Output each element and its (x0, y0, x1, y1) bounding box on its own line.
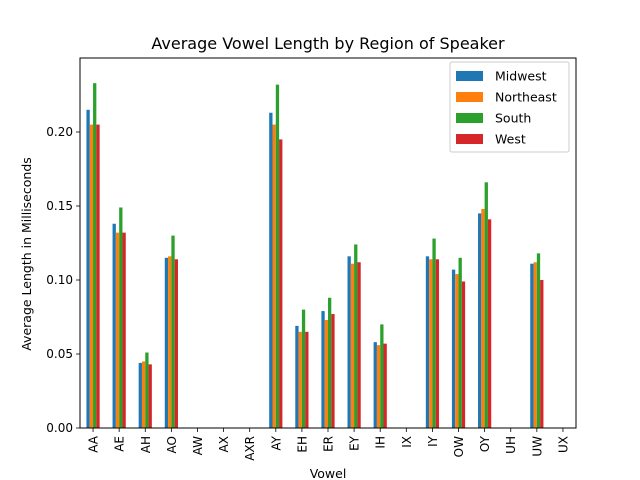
bar-west-ao (174, 259, 178, 428)
x-tick-label: AO (165, 436, 179, 453)
bar-northeast-er (324, 319, 328, 428)
bar-west-uw (540, 280, 544, 428)
bars-group (86, 83, 544, 429)
legend-label-northeast: Northeast (495, 90, 557, 105)
x-tick-label: UH (504, 436, 518, 454)
y-tick-label: 0.20 (46, 125, 73, 139)
x-tick-label: AH (139, 436, 153, 453)
bar-midwest-ih (373, 342, 377, 428)
bar-south-ao (171, 235, 175, 428)
bar-northeast-eh (298, 331, 302, 428)
x-tick-label: AY (269, 435, 283, 450)
bar-west-eh (305, 331, 309, 428)
x-tick-label: IH (374, 436, 388, 449)
bar-midwest-er (321, 311, 325, 428)
bar-northeast-ey (350, 263, 355, 428)
x-tick-label: OW (452, 436, 466, 457)
bar-northeast-aa (89, 124, 94, 428)
bar-south-ah (145, 352, 149, 428)
x-tick-label: EY (348, 435, 362, 451)
x-ticks-group: AA AE AH AO AW AX AXR AY EH ER EY IH IX IY OW OY UH UW UX (87, 428, 570, 461)
legend-label-midwest: Midwest (495, 69, 547, 84)
bar-west-er (331, 314, 335, 428)
y-tick-label: 0.00 (46, 421, 73, 435)
x-tick-label: IY (426, 435, 440, 447)
bar-south-oy (484, 182, 488, 428)
bar-south-ih (380, 324, 384, 428)
bar-midwest-ae (112, 223, 116, 428)
x-tick-label: ER (322, 436, 336, 452)
x-tick-label: AW (191, 436, 205, 456)
bar-west-iy (435, 259, 440, 428)
bar-west-oy (487, 219, 492, 428)
x-axis-label: Vowel (310, 466, 347, 480)
plot-frame (79, 57, 577, 429)
x-tick-label: UW (530, 436, 544, 457)
bar-midwest-ey (347, 256, 351, 428)
x-tick-label: OY (478, 435, 492, 452)
bar-west-ay (279, 139, 283, 428)
y-ticks-group: 0.00 0.05 0.10 0.15 0.20 (46, 125, 80, 435)
bar-northeast-ao (168, 256, 172, 428)
bar-northeast-ow (455, 274, 459, 428)
bar-midwest-aa (86, 109, 90, 429)
bar-south-uw (536, 253, 541, 428)
bar-midwest-ow (451, 269, 456, 428)
bar-northeast-ae (115, 232, 120, 428)
bar-northeast-iy (429, 259, 433, 428)
bar-midwest-ao (164, 257, 169, 428)
legend-swatch-west (456, 134, 483, 144)
bar-midwest-ah (138, 362, 142, 428)
x-tick-label: AA (87, 435, 101, 453)
legend: Midwest Northeast South West (449, 61, 570, 153)
bar-midwest-oy (478, 213, 482, 428)
chart-title: Average Vowel Length by Region of Speake… (151, 34, 505, 53)
bar-midwest-eh (295, 325, 299, 428)
legend-box (449, 61, 570, 153)
y-tick-label: 0.15 (46, 199, 73, 213)
legend-swatch-northeast (456, 92, 483, 102)
bar-northeast-ay (272, 124, 276, 428)
x-tick-label: AXR (243, 436, 257, 461)
bar-south-ae (119, 207, 123, 428)
bar-midwest-uw (530, 263, 534, 428)
bar-west-ow (461, 281, 466, 428)
x-tick-label: EH (295, 436, 309, 453)
bar-south-ow (458, 257, 462, 428)
bar-northeast-ah (141, 361, 146, 428)
bar-west-ih (383, 343, 387, 428)
bar-south-eh (301, 309, 306, 428)
bar-south-ay (275, 84, 280, 428)
x-tick-label: UX (556, 436, 570, 453)
bar-west-ey (357, 262, 361, 428)
bar-west-ae (122, 232, 126, 428)
bar-midwest-ay (269, 112, 273, 428)
y-tick-label: 0.05 (46, 347, 73, 361)
x-tick-label: IX (400, 436, 414, 448)
legend-label-west: West (495, 132, 526, 147)
bar-south-iy (432, 238, 436, 428)
y-tick-label: 0.10 (46, 273, 73, 287)
bar-northeast-ih (376, 345, 381, 428)
bar-west-aa (96, 124, 100, 428)
y-axis-label: Average Length in Milliseconds (19, 157, 34, 351)
bar-south-er (328, 297, 332, 428)
bar-midwest-iy (425, 256, 430, 428)
bar-south-ey (354, 244, 358, 428)
bar-northeast-uw (533, 262, 537, 428)
legend-label-south: South (495, 111, 531, 126)
bar-northeast-oy (481, 208, 485, 428)
x-tick-label: AE (113, 436, 127, 452)
bar-south-aa (93, 83, 97, 428)
legend-swatch-south (456, 113, 483, 123)
bar-west-ah (148, 364, 152, 428)
legend-swatch-midwest (456, 71, 483, 81)
x-tick-label: AX (217, 436, 231, 452)
